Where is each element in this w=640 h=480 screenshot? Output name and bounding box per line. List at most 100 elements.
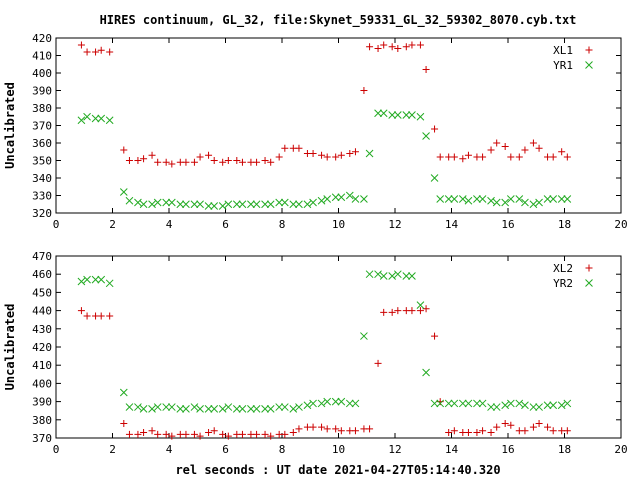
- data-point: [295, 144, 303, 152]
- data-point: [106, 312, 114, 320]
- y-tick-label: 380: [32, 102, 52, 115]
- data-point: [365, 270, 374, 279]
- data-point: [388, 308, 396, 316]
- x-tick-label: 8: [279, 218, 286, 231]
- data-point: [393, 111, 402, 119]
- data-point: [464, 399, 473, 408]
- y-tick-label: 330: [32, 190, 52, 203]
- data-point: [416, 112, 425, 121]
- data-point: [487, 429, 495, 437]
- legend-label: YR2: [553, 277, 573, 290]
- data-point: [125, 430, 133, 438]
- y-tick-label: 410: [32, 359, 52, 372]
- data-point: [374, 270, 382, 279]
- y-tick-label: 320: [32, 207, 52, 220]
- y-tick-label: 440: [32, 305, 52, 318]
- data-point: [261, 405, 269, 413]
- data-point: [317, 399, 326, 408]
- data-point: [416, 301, 425, 309]
- data-point: [323, 397, 332, 406]
- data-point: [351, 195, 360, 203]
- x-tick-label: 4: [166, 218, 173, 231]
- x-tick-label: 6: [222, 218, 229, 231]
- data-point: [563, 195, 572, 203]
- x-tick-label: 20: [614, 443, 627, 456]
- data-point: [436, 195, 445, 203]
- data-point: [529, 200, 538, 209]
- y-axis-label: Uncalibrated: [3, 304, 17, 391]
- data-point: [360, 332, 368, 340]
- data-point: [394, 307, 402, 315]
- data-point: [431, 125, 439, 133]
- y-tick-label: 450: [32, 286, 52, 299]
- data-point: [549, 153, 557, 161]
- x-axis-label: rel seconds : UT date 2021-04-27T05:14:4…: [175, 463, 500, 477]
- data-point: [190, 403, 199, 411]
- data-point: [388, 111, 397, 119]
- x-tick-label: 4: [166, 443, 173, 456]
- data-point: [458, 195, 467, 203]
- data-point: [92, 48, 100, 56]
- data-point: [445, 429, 453, 437]
- chart-title: HIRES continuum, GL_32, file:Skynet_5933…: [100, 13, 577, 28]
- data-point: [253, 158, 261, 166]
- legend-marker: [585, 46, 593, 54]
- data-point: [331, 193, 340, 202]
- data-point: [521, 146, 529, 154]
- data-point: [140, 155, 148, 163]
- data-point: [91, 275, 100, 284]
- data-point: [176, 405, 185, 413]
- data-point: [210, 202, 219, 210]
- data-point: [515, 195, 524, 203]
- data-point: [295, 200, 303, 209]
- x-tick-label: 20: [614, 218, 627, 231]
- data-point: [394, 45, 402, 52]
- data-point: [232, 200, 241, 209]
- data-point: [266, 200, 275, 209]
- plot-frame: [55, 37, 622, 214]
- data-point: [337, 193, 346, 202]
- data-point: [422, 368, 430, 377]
- data-point: [515, 153, 523, 161]
- data-point: [374, 359, 382, 367]
- data-point: [388, 43, 396, 51]
- data-point: [379, 109, 388, 118]
- series-YR2: [77, 270, 572, 413]
- data-point: [492, 403, 501, 411]
- data-point: [543, 195, 552, 203]
- data-point: [501, 419, 509, 427]
- data-point: [450, 427, 458, 435]
- data-point: [393, 270, 402, 279]
- data-point: [544, 423, 552, 431]
- data-point: [380, 41, 388, 49]
- data-point: [379, 272, 388, 280]
- data-point: [120, 146, 128, 154]
- data-point: [323, 153, 331, 161]
- y-tick-label: 410: [32, 50, 52, 63]
- data-point: [238, 430, 246, 438]
- legend-marker: [585, 279, 593, 287]
- data-point: [563, 153, 571, 161]
- data-point: [139, 405, 148, 413]
- panel-1: 0 2 4 6 8 10 12 14 16 18 20 320 330 340 350 360 370 380 39…: [3, 32, 628, 231]
- data-point: [473, 399, 481, 408]
- data-point: [549, 427, 557, 435]
- data-point: [464, 196, 473, 205]
- data-point: [345, 399, 354, 408]
- x-tick-label: 10: [332, 218, 345, 231]
- data-point: [323, 425, 331, 433]
- data-point: [309, 399, 317, 408]
- series-XL1: [77, 41, 571, 168]
- data-point: [134, 403, 142, 411]
- x-tick-label: 0: [53, 218, 60, 231]
- data-point: [204, 202, 213, 210]
- data-point: [366, 425, 374, 433]
- y-tick-label: 360: [32, 137, 52, 150]
- legend-label: XL2: [553, 262, 573, 275]
- data-point: [196, 153, 204, 161]
- data-point: [337, 397, 346, 406]
- data-point: [125, 196, 134, 205]
- data-point: [182, 405, 190, 413]
- x-tick-label: 16: [501, 443, 514, 456]
- series-YR1: [77, 109, 572, 210]
